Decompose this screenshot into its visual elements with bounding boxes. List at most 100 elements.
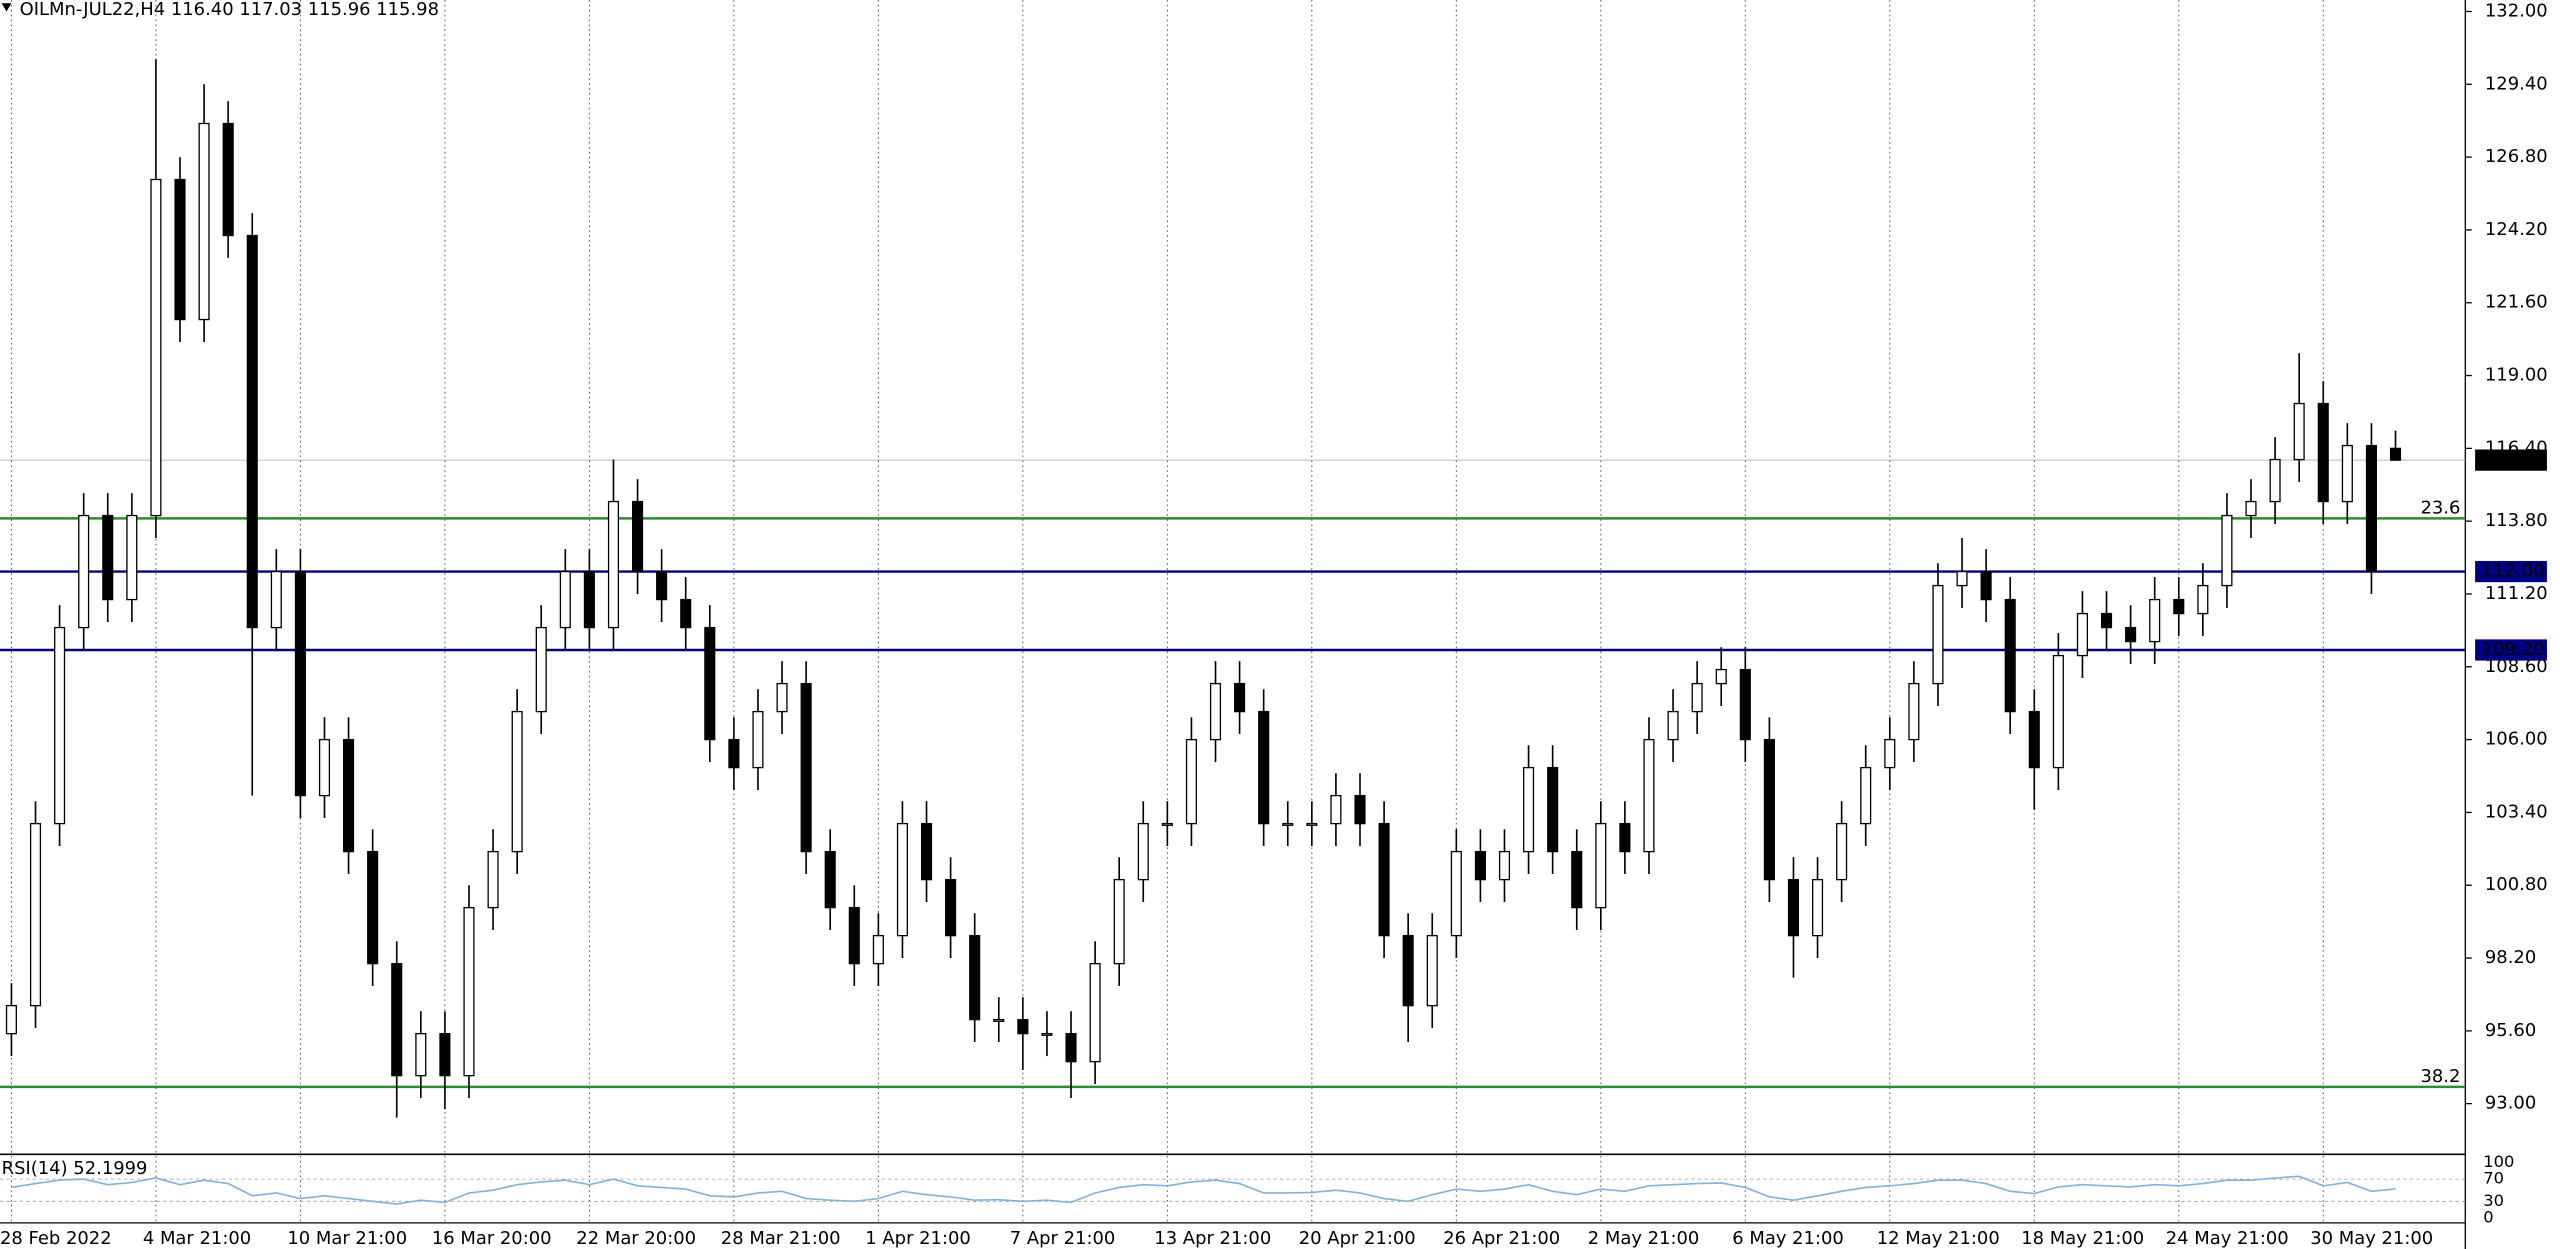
candle-body — [656, 570, 668, 601]
level-label-box — [2475, 560, 2547, 583]
candle-body — [2100, 612, 2113, 629]
candle-body — [872, 934, 884, 965]
candle-body — [1306, 822, 1318, 826]
candle-body — [1450, 850, 1462, 937]
rsi-title: RSI(14) 52.1999 — [2, 1158, 148, 1179]
x-tick-label: 4 Mar 21:00 — [143, 1228, 251, 1249]
candle-body — [2004, 598, 2016, 713]
x-tick-label: 24 May 21:00 — [2166, 1228, 2289, 1249]
candle-body — [2197, 584, 2209, 615]
level-label: 112.00 — [2482, 561, 2545, 582]
candle-body — [969, 934, 981, 1021]
candle-body — [318, 738, 331, 797]
candle-body — [2365, 444, 2377, 573]
candle-body — [5, 1004, 17, 1035]
candle-body — [2245, 500, 2257, 517]
candle-body — [2076, 612, 2088, 657]
candle-body — [1884, 738, 1896, 769]
candle-body — [487, 850, 499, 909]
candle-body — [1282, 822, 1294, 826]
candle-body — [54, 626, 66, 825]
candle-body — [511, 710, 523, 853]
level-label: 115.98 — [2482, 449, 2545, 470]
y-tick-label: 98.20 — [2485, 947, 2536, 968]
x-tick-label: 28 Feb 2022 — [0, 1228, 112, 1249]
candle-body — [78, 514, 90, 629]
y-tick-label: 111.20 — [2485, 583, 2548, 604]
candle-body — [1185, 738, 1197, 825]
candle-body — [1739, 668, 1751, 741]
candle-body — [1378, 822, 1390, 937]
rsi-line — [11, 1175, 2396, 1205]
x-tick-label: 13 Apr 21:00 — [1154, 1228, 1271, 1249]
x-tick-label: 6 May 21:00 — [1732, 1228, 1844, 1249]
candle-body — [1498, 850, 1511, 881]
candle-body — [246, 234, 258, 629]
y-tick-label: 103.40 — [2485, 801, 2548, 822]
candle-body — [2269, 458, 2281, 503]
candle-body — [1234, 682, 1246, 713]
candle-body — [463, 906, 475, 1077]
candle-body — [415, 1032, 427, 1077]
candle-body — [1956, 570, 1968, 587]
candle-body — [824, 850, 836, 909]
candle-body — [752, 710, 764, 769]
candle-body — [1402, 934, 1414, 1007]
candle-body — [2149, 598, 2161, 643]
x-tick-label: 7 Apr 21:00 — [1010, 1228, 1116, 1249]
candle-body — [439, 1032, 451, 1077]
candle-body — [1137, 822, 1149, 881]
y-tick-label: 93.00 — [2485, 1093, 2536, 1114]
candle-body — [1258, 710, 1270, 825]
candle-body — [1474, 850, 1486, 881]
rsi-tick-label: 30 — [2483, 1191, 2504, 1210]
chart-title: OILMn-JUL22,H4 116.40 117.03 115.96 115.… — [20, 0, 439, 20]
candle-body — [680, 598, 692, 629]
candle-body — [294, 570, 306, 797]
x-tick-label: 12 May 21:00 — [1877, 1228, 2000, 1249]
candle-body — [945, 878, 957, 937]
candle-body — [1691, 682, 1703, 713]
candle-body — [1330, 794, 1342, 825]
x-tick-label: 26 Apr 21:00 — [1443, 1228, 1560, 1249]
candle-body — [607, 500, 620, 629]
level-label-box — [2475, 449, 2547, 471]
menu-triangle[interactable] — [1, 3, 12, 12]
candle-body — [1667, 710, 1679, 741]
candle-body — [583, 570, 595, 629]
candle-body — [896, 822, 908, 937]
level-label: 23.6 — [2420, 498, 2460, 519]
candle-body — [102, 514, 114, 601]
candle-body — [343, 738, 355, 853]
candle-body — [1595, 822, 1607, 909]
candle-body — [1161, 822, 1173, 826]
candle-body — [848, 906, 860, 965]
candle-body — [29, 822, 42, 1007]
candle-body — [150, 178, 162, 517]
x-tick-label: 22 Mar 20:00 — [576, 1228, 696, 1249]
level-label-box — [2475, 639, 2547, 661]
y-tick-label: 95.60 — [2485, 1020, 2536, 1041]
level-label: 38.2 — [2420, 1066, 2460, 1087]
y-tick-label: 132.00 — [2485, 0, 2548, 21]
x-tick-label: 10 Mar 21:00 — [287, 1228, 407, 1249]
y-tick-label: 121.60 — [2485, 292, 2548, 313]
candle-body — [1812, 878, 1824, 937]
candle-body — [2317, 402, 2329, 503]
candle-body — [1715, 668, 1727, 685]
y-tick-label: 119.00 — [2485, 365, 2548, 386]
candle-body — [2125, 626, 2137, 643]
candle-body — [198, 122, 210, 321]
candle-body — [1113, 878, 1125, 965]
candle-body — [174, 178, 186, 321]
candle-body — [728, 738, 740, 769]
candle-body — [2389, 447, 2402, 461]
candle-body — [1041, 1032, 1053, 1036]
candle-body — [559, 570, 571, 629]
candle-body — [776, 682, 788, 713]
rsi-tick-label: 70 — [2483, 1169, 2504, 1188]
candle-body — [632, 500, 644, 573]
candle-body — [800, 682, 812, 853]
